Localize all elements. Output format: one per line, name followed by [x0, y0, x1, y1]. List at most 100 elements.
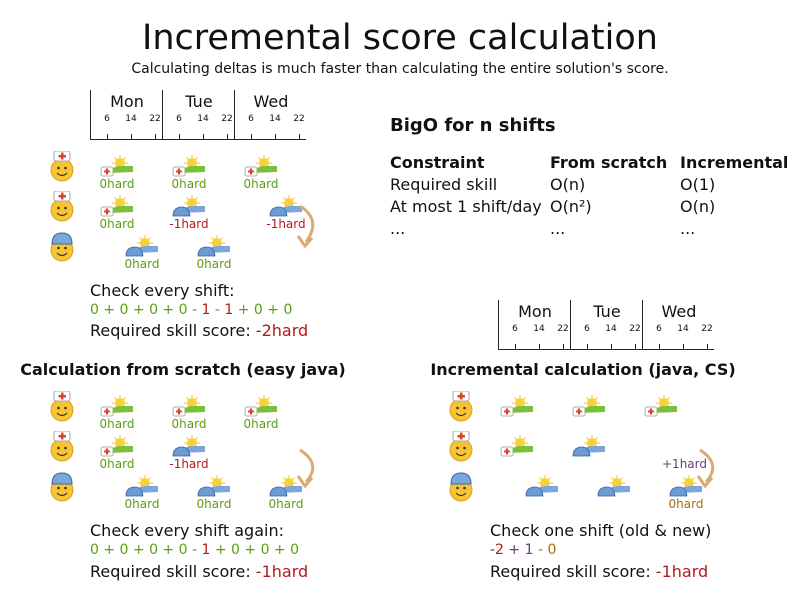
top-score-line: Required skill score: -2hard: [90, 321, 308, 340]
nurse-shift-icon: 0hard: [100, 395, 134, 435]
day-label: Mon: [110, 92, 144, 111]
score-label: Required skill score:: [490, 562, 656, 581]
hour-tick: [299, 134, 300, 140]
hour-tick: [179, 134, 180, 140]
top-formula: 0 + 0 + 0 + 0 - 1 - 1 + 0 + 0: [90, 302, 292, 318]
nurse-shift-icon: [572, 395, 606, 435]
hour-tick: [635, 344, 636, 350]
shift-icon: -1hard: [266, 195, 306, 235]
employee-icon: [49, 471, 75, 503]
title: Incremental score calculation: [142, 18, 658, 58]
hour-tick: [563, 344, 564, 350]
subtitle: Calculating deltas is much faster than c…: [131, 61, 669, 77]
shift-score: 0hard: [243, 417, 279, 431]
hour-label: 14: [677, 324, 689, 334]
nurse-shift-icon: [644, 395, 678, 435]
score-label: Required skill score:: [90, 562, 256, 581]
day-label: Wed: [661, 302, 697, 321]
timeline-incremental: Mon 6 14 22 Tue 6 14 22 Wed 6 14 22: [498, 300, 714, 350]
formula-term: 1: [224, 302, 234, 318]
timeline-day: Wed 6 14 22: [642, 300, 714, 350]
formula-term: 1: [201, 542, 211, 558]
nurse-employee-icon: [49, 390, 75, 423]
shift-score: 0hard: [99, 177, 135, 191]
shift-icon: [572, 435, 606, 475]
hour-label: 22: [221, 114, 233, 124]
hour-tick: [227, 134, 228, 140]
header-cell: Incremental: [680, 153, 789, 172]
shift-score: 0hard: [99, 457, 135, 471]
formula-term: 0 + 0 + 0 + 0 -: [90, 302, 202, 318]
cell: O(n): [550, 175, 586, 194]
incremental-formula: -2 + 1 - 0: [490, 542, 556, 558]
cell: ...: [680, 219, 696, 238]
incremental-check-text: Check one shift (old & new): [490, 521, 712, 540]
hour-tick: [155, 134, 156, 140]
bigo-row: .........: [390, 219, 788, 241]
hour-label: 6: [104, 114, 110, 124]
bigo-header-row: Constraint From scratch Incremental: [390, 153, 788, 175]
scratch-formula: 0 + 0 + 0 + 0 - 1 + 0 + 0 + 0: [90, 542, 299, 558]
hour-label: 22: [557, 324, 569, 334]
hour-label: 22: [629, 324, 641, 334]
nurse-shift-icon: [500, 395, 534, 435]
bigo-table: Constraint From scratch Incremental Requ…: [390, 153, 788, 241]
shift-icon: 0hard: [269, 475, 303, 515]
move-arrow-head-icon: [296, 475, 314, 489]
timeline-day: Mon 6 14 22: [90, 90, 162, 140]
shift-icon: [525, 475, 559, 515]
shift-score: 0hard: [124, 257, 160, 271]
timeline-day: Tue 6 14 22: [570, 300, 642, 350]
incremental-heading: Incremental calculation (java, CS): [430, 360, 736, 379]
day-label: Tue: [593, 302, 621, 321]
formula-term: + 1: [503, 542, 534, 558]
day-label: Wed: [253, 92, 289, 111]
shift-score: -1hard: [266, 217, 306, 231]
nurse-shift-icon: [500, 435, 534, 475]
formula-term: - 0: [533, 542, 557, 558]
nurse-employee-icon: [49, 190, 75, 223]
nurse-employee-icon: [49, 150, 75, 183]
timeline-axis: [498, 348, 714, 350]
score-label: Required skill score:: [90, 321, 256, 340]
cell: ...: [550, 219, 566, 238]
move-arrow-icon: [699, 448, 715, 483]
hour-label: 14: [197, 114, 209, 124]
shift-icon: 0hard: [669, 475, 703, 515]
formula-term: + 0 + 0: [233, 302, 293, 318]
nurse-employee-icon: [448, 430, 474, 463]
delta-label: +1hard: [662, 457, 707, 471]
incremental-score-line: Required skill score: -1hard: [490, 562, 708, 581]
hour-label: 6: [584, 324, 590, 334]
shift-icon: 0hard: [197, 475, 231, 515]
hour-tick: [107, 134, 108, 140]
nurse-shift-icon: 0hard: [100, 195, 134, 235]
scratch-score-line: Required skill score: -1hard: [90, 562, 308, 581]
shift-icon: 0hard: [125, 475, 159, 515]
shift-icon: 0hard: [125, 235, 159, 275]
score-value: -2hard: [255, 321, 309, 340]
formula-term: 1: [201, 302, 211, 318]
nurse-employee-icon: [49, 430, 75, 463]
nurse-employee-icon: [448, 390, 474, 423]
timeline-axis: [90, 138, 306, 140]
top-check-text: Check every shift:: [90, 281, 235, 300]
hour-tick: [275, 134, 276, 140]
nurse-shift-icon: 0hard: [172, 155, 206, 195]
shift-score: 0hard: [196, 497, 232, 511]
score-value: -1hard: [255, 562, 309, 581]
hour-tick: [587, 344, 588, 350]
scratch-heading: Calculation from scratch (easy java): [20, 360, 346, 379]
nurse-shift-icon: 0hard: [100, 155, 134, 195]
timeline-top: Mon 6 14 22 Tue 6 14 22 Wed 6 14 22: [90, 90, 306, 140]
cell: O(n²): [550, 197, 592, 216]
bigo-row: At most 1 shift/day O(n²) O(n): [390, 197, 788, 219]
nurse-shift-icon: 0hard: [172, 395, 206, 435]
cell: At most 1 shift/day: [390, 197, 542, 216]
hour-label: 22: [293, 114, 305, 124]
nurse-shift-icon: 0hard: [244, 395, 278, 435]
hour-label: 14: [533, 324, 545, 334]
hour-label: 14: [269, 114, 281, 124]
